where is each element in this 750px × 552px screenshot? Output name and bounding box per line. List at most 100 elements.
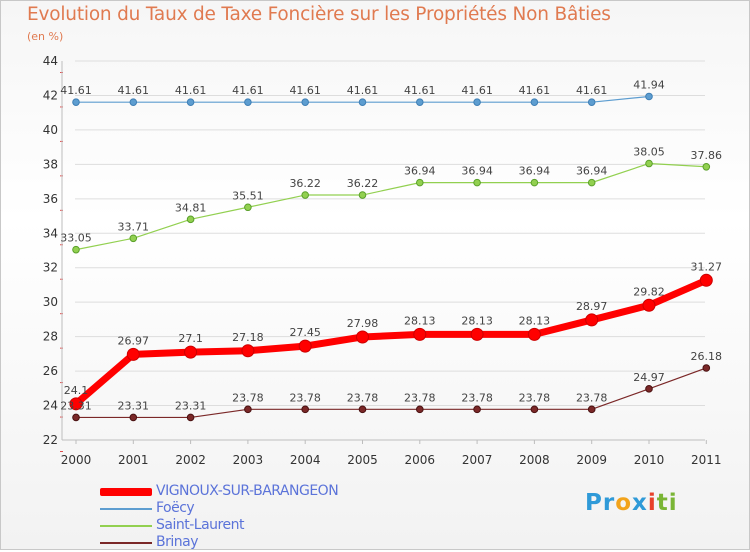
data-point-foecy	[416, 98, 424, 106]
data-label-saint-laurent: 37.86	[691, 149, 723, 162]
data-point-saint-laurent	[358, 191, 367, 199]
data-label-vignoux: 31.27	[691, 260, 723, 273]
data-label-brinay: 23.78	[404, 391, 436, 404]
data-point-vignoux	[527, 327, 541, 341]
data-point-brinay	[416, 405, 424, 414]
data-label-foecy: 41.94	[633, 78, 665, 91]
data-label-vignoux: 27.98	[347, 317, 379, 330]
data-label-foecy: 41.61	[576, 84, 608, 97]
data-label-foecy: 41.61	[289, 84, 321, 97]
data-label-saint-laurent: 36.22	[347, 177, 379, 190]
data-point-foecy	[244, 98, 252, 106]
data-label-vignoux: 28.13	[461, 314, 493, 327]
series-brinay	[72, 364, 711, 422]
logo-part-3: x	[632, 490, 648, 516]
y-tick-label: 38	[43, 157, 58, 171]
data-label-saint-laurent: 38.05	[633, 146, 665, 159]
y-tick-label: 26	[43, 364, 58, 378]
data-label-vignoux: 24.1	[64, 384, 89, 397]
data-point-brinay	[587, 405, 596, 414]
data-point-saint-laurent	[530, 178, 539, 187]
x-tick-label: 2007	[462, 453, 493, 467]
data-label-vignoux: 28.97	[576, 300, 608, 313]
data-label-foecy: 41.61	[347, 84, 379, 97]
legend-swatch-foecy	[100, 508, 152, 510]
data-point-vignoux	[298, 339, 312, 353]
x-tick-label: 2001	[118, 453, 149, 467]
data-point-vignoux	[126, 347, 140, 361]
data-point-foecy	[129, 98, 138, 106]
data-point-vignoux	[413, 327, 427, 341]
data-point-brinay	[358, 405, 367, 414]
series-line-saint-laurent	[75, 162, 707, 251]
x-tick-label: 2002	[175, 453, 206, 467]
data-point-saint-laurent	[244, 203, 252, 212]
data-label-saint-laurent: 36.94	[461, 165, 493, 178]
data-point-brinay	[645, 385, 653, 393]
data-label-vignoux: 29.82	[633, 285, 665, 298]
data-label-vignoux: 27.1	[178, 332, 203, 345]
x-tick-label: 2011	[691, 453, 722, 467]
data-label-vignoux: 28.13	[404, 314, 436, 327]
data-point-saint-laurent	[702, 162, 711, 171]
data-point-vignoux	[69, 397, 83, 411]
data-label-vignoux: 28.13	[519, 314, 551, 327]
data-label-saint-laurent: 36.94	[576, 165, 608, 178]
legend-label-saint-laurent: Saint-Laurent	[156, 517, 244, 533]
data-label-brinay: 23.78	[576, 391, 608, 404]
data-point-vignoux	[699, 273, 713, 287]
data-point-brinay	[72, 413, 80, 422]
x-tick-label: 2010	[634, 453, 665, 467]
data-point-foecy	[358, 98, 367, 106]
data-label-foecy: 41.61	[118, 84, 150, 97]
legend-label-brinay: Brinay	[156, 534, 199, 550]
y-tick-label: 24	[43, 399, 58, 413]
series-vignoux	[69, 273, 713, 411]
data-label-brinay: 24.97	[633, 371, 665, 384]
data-label-vignoux: 26.97	[118, 334, 150, 347]
data-label-vignoux: 27.45	[289, 326, 321, 339]
data-label-vignoux: 27.18	[232, 331, 264, 344]
data-point-saint-laurent	[301, 191, 310, 199]
data-label-foecy: 41.61	[404, 84, 436, 97]
x-tick-label: 2003	[233, 453, 264, 467]
data-label-brinay: 23.78	[519, 391, 551, 404]
x-tick-label: 2006	[405, 453, 436, 467]
data-point-saint-laurent	[129, 234, 138, 243]
data-point-brinay	[702, 364, 711, 372]
data-point-foecy	[530, 98, 539, 106]
data-point-foecy	[186, 98, 195, 106]
y-tick-label: 42	[43, 88, 58, 102]
data-label-brinay: 23.78	[347, 391, 379, 404]
legend-swatch-brinay	[100, 542, 152, 544]
proxiti-logo: Proxiti	[585, 490, 678, 516]
data-label-saint-laurent: 36.94	[404, 165, 436, 178]
x-tick-label: 2004	[290, 453, 321, 467]
data-point-brinay	[244, 405, 252, 414]
logo-part-1: Pr	[585, 490, 616, 516]
data-point-saint-laurent	[72, 245, 80, 254]
data-label-brinay: 23.31	[118, 399, 150, 412]
data-label-brinay: 23.78	[232, 391, 264, 404]
data-point-foecy	[645, 92, 653, 101]
series-foecy	[72, 92, 653, 106]
data-label-saint-laurent: 36.22	[289, 177, 321, 190]
series-saint-laurent	[72, 159, 711, 254]
y-tick-label: 44	[43, 54, 58, 68]
data-point-saint-laurent	[645, 159, 653, 168]
legend-swatch-vignoux	[100, 488, 152, 496]
logo-part-4: i	[647, 490, 657, 516]
chart-title: Evolution du Taux de Taxe Foncière sur l…	[27, 4, 611, 25]
data-label-brinay: 23.78	[461, 391, 493, 404]
y-tick-label: 36	[43, 192, 58, 206]
data-label-saint-laurent: 33.71	[118, 220, 150, 233]
y-tick-label: 40	[43, 123, 58, 137]
data-point-brinay	[530, 405, 539, 414]
data-point-vignoux	[184, 345, 198, 359]
data-point-vignoux	[642, 298, 656, 312]
data-label-foecy: 41.61	[519, 84, 551, 97]
x-tick-label: 2008	[519, 453, 550, 467]
data-point-foecy	[587, 98, 596, 106]
data-point-foecy	[301, 98, 310, 106]
x-tick-label: 2009	[576, 453, 607, 467]
